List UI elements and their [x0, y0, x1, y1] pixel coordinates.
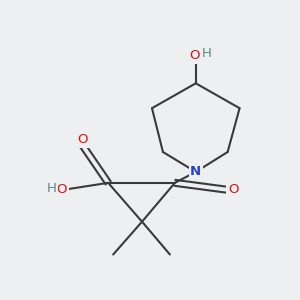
Text: N: N: [190, 165, 201, 178]
Text: H: H: [47, 182, 57, 195]
Text: O: O: [228, 183, 238, 196]
Text: O: O: [57, 183, 67, 196]
Text: H: H: [202, 47, 212, 60]
Text: O: O: [77, 133, 88, 146]
Text: O: O: [189, 50, 200, 62]
